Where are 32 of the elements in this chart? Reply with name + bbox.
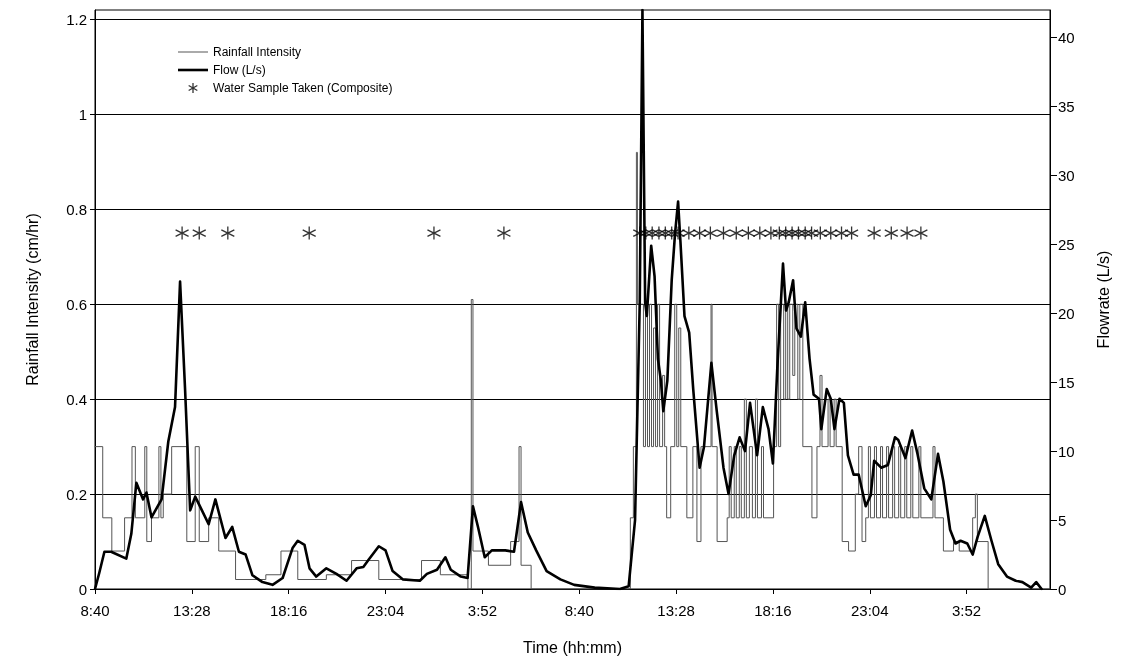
y2-tick-label: 15 <box>1058 373 1075 391</box>
y2-tick-label: 0 <box>1058 580 1067 598</box>
y2-tick-label: 5 <box>1058 511 1067 529</box>
x-tick-label: 18:16 <box>754 602 792 619</box>
x-tick-label: 18:16 <box>269 602 308 619</box>
x-tick-label: 3:52 <box>952 602 982 619</box>
y2-tick-label: 20 <box>1058 304 1075 322</box>
y-tick-label: 0.2 <box>66 485 87 503</box>
x-tick-label: 8:40 <box>80 602 110 619</box>
y-tick-label: 0.4 <box>66 390 87 408</box>
x-tick-label: 13:28 <box>173 602 211 619</box>
y2-axis-title: Flowrate (L/s) <box>1094 250 1112 349</box>
x-axis-title: Time (hh:mm) <box>523 638 622 656</box>
y-tick-label: 0 <box>78 580 87 598</box>
x-tick-label: 3:52 <box>467 602 497 619</box>
y2-tick-label: 25 <box>1058 235 1075 253</box>
x-tick-label: 23:04 <box>366 602 405 619</box>
y-tick-label: 0.6 <box>66 295 87 313</box>
legend-label: Flow (L/s) <box>213 63 266 77</box>
x-tick-label: 23:04 <box>850 602 889 619</box>
legend-label: Rainfall Intensity <box>213 45 302 59</box>
x-tick-label: 8:40 <box>564 602 594 619</box>
x-tick-label: 13:28 <box>657 602 695 619</box>
y2-tick-label: 40 <box>1058 29 1075 47</box>
y2-tick-label: 35 <box>1058 98 1075 115</box>
y2-tick-label: 30 <box>1058 166 1075 184</box>
legend-label: Water Sample Taken (Composite) <box>213 81 393 95</box>
y-tick-label: 0.8 <box>66 200 87 218</box>
y2-tick-label: 10 <box>1058 442 1075 460</box>
y-tick-label: 1 <box>78 105 87 123</box>
y-axis-title: Rainfall Intensity (cm/hr) <box>23 213 41 386</box>
y-tick-label: 1.2 <box>66 10 87 28</box>
